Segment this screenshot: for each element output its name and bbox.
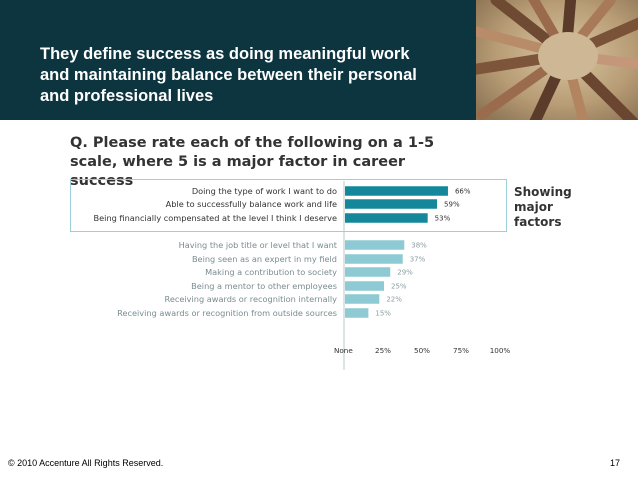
value-label: 22% — [386, 296, 402, 304]
category-label: Receiving awards or recognition internal… — [165, 294, 338, 304]
x-tick-label: None — [334, 346, 353, 355]
hands-circle-image — [476, 0, 638, 120]
major-factors-highlight — [70, 179, 507, 232]
hands-photo — [476, 0, 638, 120]
page-number: 17 — [609, 458, 620, 468]
value-label: 25% — [391, 283, 407, 291]
value-label: 59% — [444, 201, 460, 209]
slide-title: They define success as doing meaningful … — [40, 45, 417, 105]
value-label: 37% — [410, 256, 426, 264]
value-label: 66% — [455, 188, 471, 196]
x-tick-label: 75% — [453, 346, 469, 355]
value-label: 38% — [411, 242, 427, 250]
bar — [345, 213, 428, 223]
bar — [345, 240, 405, 250]
x-tick-label: 50% — [414, 346, 430, 355]
bar — [345, 294, 380, 304]
category-label: Having the job title or level that I wan… — [179, 240, 338, 250]
bar — [345, 281, 384, 291]
bar — [345, 308, 369, 318]
value-label: 53% — [435, 215, 451, 223]
bar — [345, 267, 391, 277]
category-label: Able to successfully balance work and li… — [166, 199, 337, 209]
category-label: Being financially compensated at the lev… — [94, 213, 337, 223]
major-factors-text: Showing major factors — [514, 185, 572, 229]
value-label: 15% — [375, 310, 391, 318]
x-tick-label: 25% — [375, 346, 391, 355]
category-label: Being seen as an expert in my field — [192, 254, 337, 264]
copyright-text: © 2010 Accenture All Rights Reserved. — [8, 458, 164, 468]
survey-question: Q. Please rate each of the following on … — [70, 135, 435, 189]
bar — [345, 199, 438, 209]
bar — [345, 254, 403, 264]
category-label: Receiving awards or recognition from out… — [117, 308, 337, 318]
category-label: Doing the type of work I want to do — [192, 186, 337, 196]
category-label: Being a mentor to other employees — [191, 281, 337, 291]
bar — [345, 186, 448, 196]
value-label: 29% — [397, 269, 413, 277]
major-factors-label: Showing major factors — [514, 185, 584, 230]
category-label: Making a contribution to society — [205, 267, 337, 277]
x-tick-label: 100% — [490, 346, 511, 355]
